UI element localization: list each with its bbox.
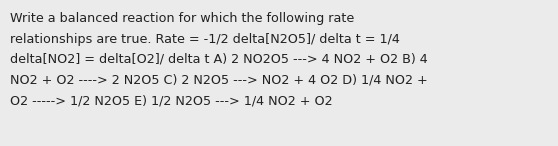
Text: O2 -----> 1/2 N2O5 E) 1/2 N2O5 ---> 1/4 NO2 + O2: O2 -----> 1/2 N2O5 E) 1/2 N2O5 ---> 1/4 … <box>10 94 333 107</box>
Text: NO2 + O2 ----> 2 N2O5 C) 2 N2O5 ---> NO2 + 4 O2 D) 1/4 NO2 +: NO2 + O2 ----> 2 N2O5 C) 2 N2O5 ---> NO2… <box>10 73 428 86</box>
Text: relationships are true. Rate = -1/2 delta[N2O5]/ delta t = 1/4: relationships are true. Rate = -1/2 delt… <box>10 33 400 46</box>
Text: Write a balanced reaction for which the following rate: Write a balanced reaction for which the … <box>10 12 354 25</box>
Text: delta[NO2] = delta[O2]/ delta t A) 2 NO2O5 ---> 4 NO2 + O2 B) 4: delta[NO2] = delta[O2]/ delta t A) 2 NO2… <box>10 53 428 66</box>
